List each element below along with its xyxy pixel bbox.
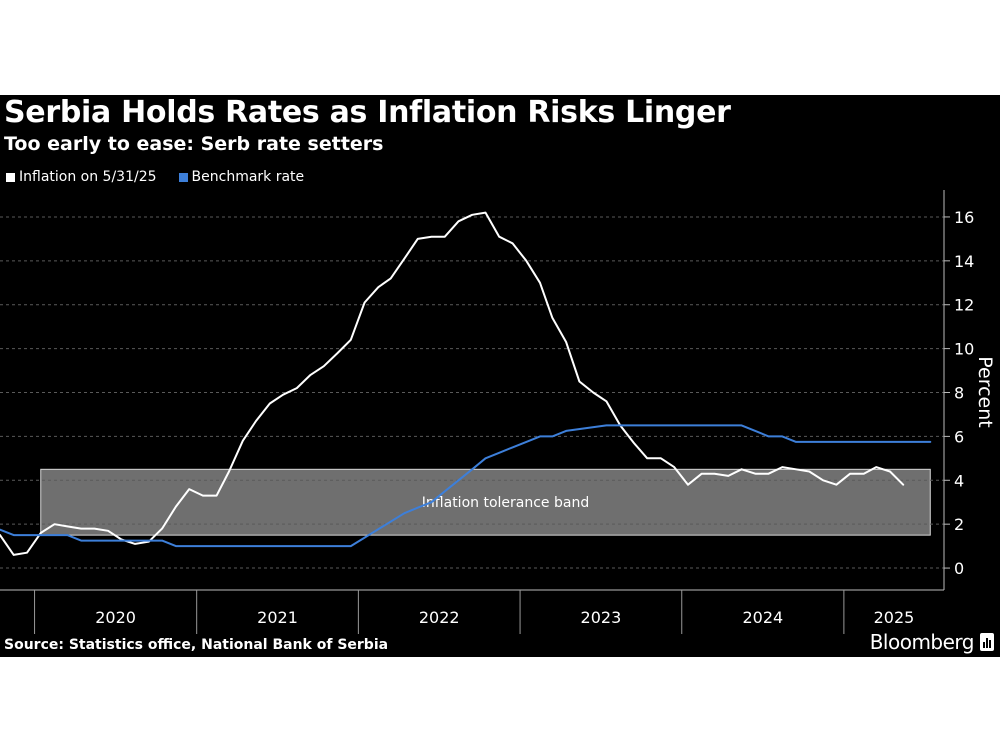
x-tick-label: 2020 (95, 608, 136, 627)
brand-name: Bloomberg (869, 630, 975, 654)
y-tick-label: 4 (954, 471, 964, 490)
chart-title: Serbia Holds Rates as Inflation Risks Li… (4, 95, 731, 130)
x-tick-label: 2025 (874, 608, 915, 627)
chart-panel: Serbia Holds Rates as Inflation Risks Li… (0, 95, 1000, 657)
legend-swatch-inflation (6, 172, 15, 182)
y-tick-label: 2 (954, 515, 964, 534)
legend-label-benchmark: Benchmark rate (191, 169, 305, 185)
y-tick-label: 12 (954, 296, 974, 315)
line-chart: Inflation tolerance band 0 2 4 6 8 10 12 14 16 20… (0, 190, 996, 634)
series-line-benchmark-rate (0, 424, 932, 548)
legend: Inflation on 5/31/25 Benchmark rate (6, 169, 304, 185)
chart-subtitle: Too early to ease: Serb rate setters (4, 133, 384, 155)
x-tick-label: 2021 (257, 608, 298, 627)
y-tick-label: 8 (954, 384, 964, 403)
x-tick-label: 2023 (581, 608, 622, 627)
y-tick-label: 14 (954, 252, 974, 271)
x-tick-label: 2024 (742, 608, 783, 627)
legend-item-inflation: Inflation on 5/31/25 (6, 169, 157, 185)
series-line-inflation-on-5-31-25 (0, 211, 905, 556)
y-tick-label: 6 (954, 427, 964, 446)
source-note: Source: Statistics office, National Bank… (4, 637, 389, 653)
x-tick-label: 2022 (419, 608, 460, 627)
bar-chart-icon (980, 633, 994, 651)
y-tick-label: 0 (954, 559, 964, 578)
tolerance-band-label: Inflation tolerance band (422, 495, 589, 511)
y-tick-label: 16 (954, 208, 974, 227)
legend-label-inflation: Inflation on 5/31/25 (19, 169, 157, 185)
y-axis-label: Percent (974, 356, 996, 428)
legend-item-benchmark: Benchmark rate (178, 169, 305, 185)
brand-logo: Bloomberg (870, 630, 994, 654)
legend-swatch-benchmark (178, 172, 188, 182)
y-tick-label: 10 (954, 340, 974, 359)
